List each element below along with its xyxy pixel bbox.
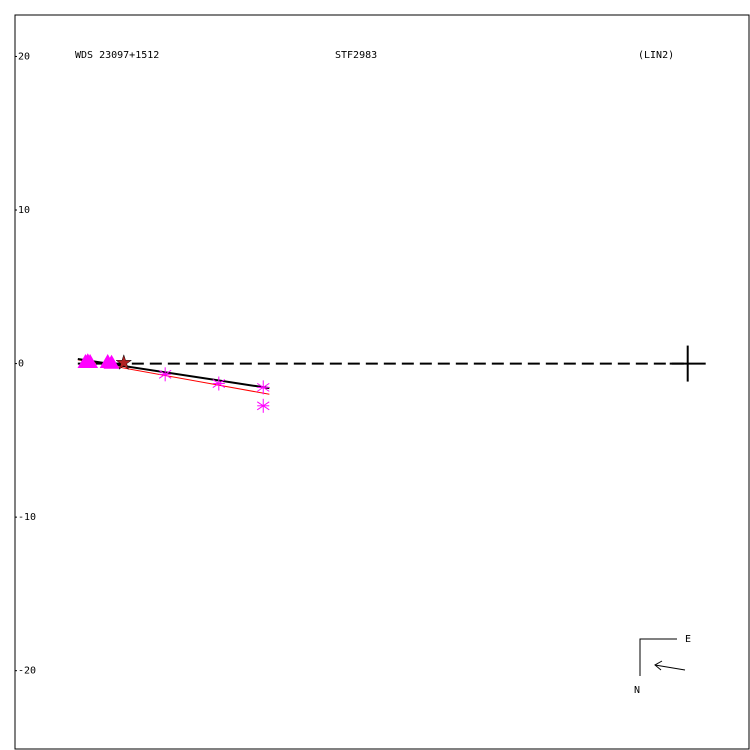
compass-arrow (654, 664, 686, 671)
asterisk-point (256, 398, 270, 413)
compass-arrow-head (654, 660, 663, 671)
chart-subtitle: STF2983 (335, 50, 377, 61)
asterisk-point (212, 376, 226, 391)
y-tick-label: -10 (18, 512, 36, 523)
annotation: (LIN2) (638, 50, 674, 61)
asterisk-point (158, 367, 172, 382)
asterisk-point (256, 380, 270, 395)
compass-axes (639, 638, 677, 676)
y-tick-label: -20 (18, 666, 36, 677)
primary-star (669, 345, 706, 382)
triangle-point (82, 354, 99, 369)
compass-east: E (685, 634, 691, 645)
frame (14, 14, 750, 750)
y-tick-label: 0 (18, 359, 24, 370)
triangle-point (103, 354, 120, 369)
compass (639, 638, 686, 676)
compass-north: N (634, 685, 640, 696)
y-tick-label: 10 (18, 205, 30, 216)
y-tick-label: 20 (18, 51, 30, 62)
chart-title: WDS 23097+1512 (75, 50, 159, 61)
star-point (115, 353, 133, 370)
